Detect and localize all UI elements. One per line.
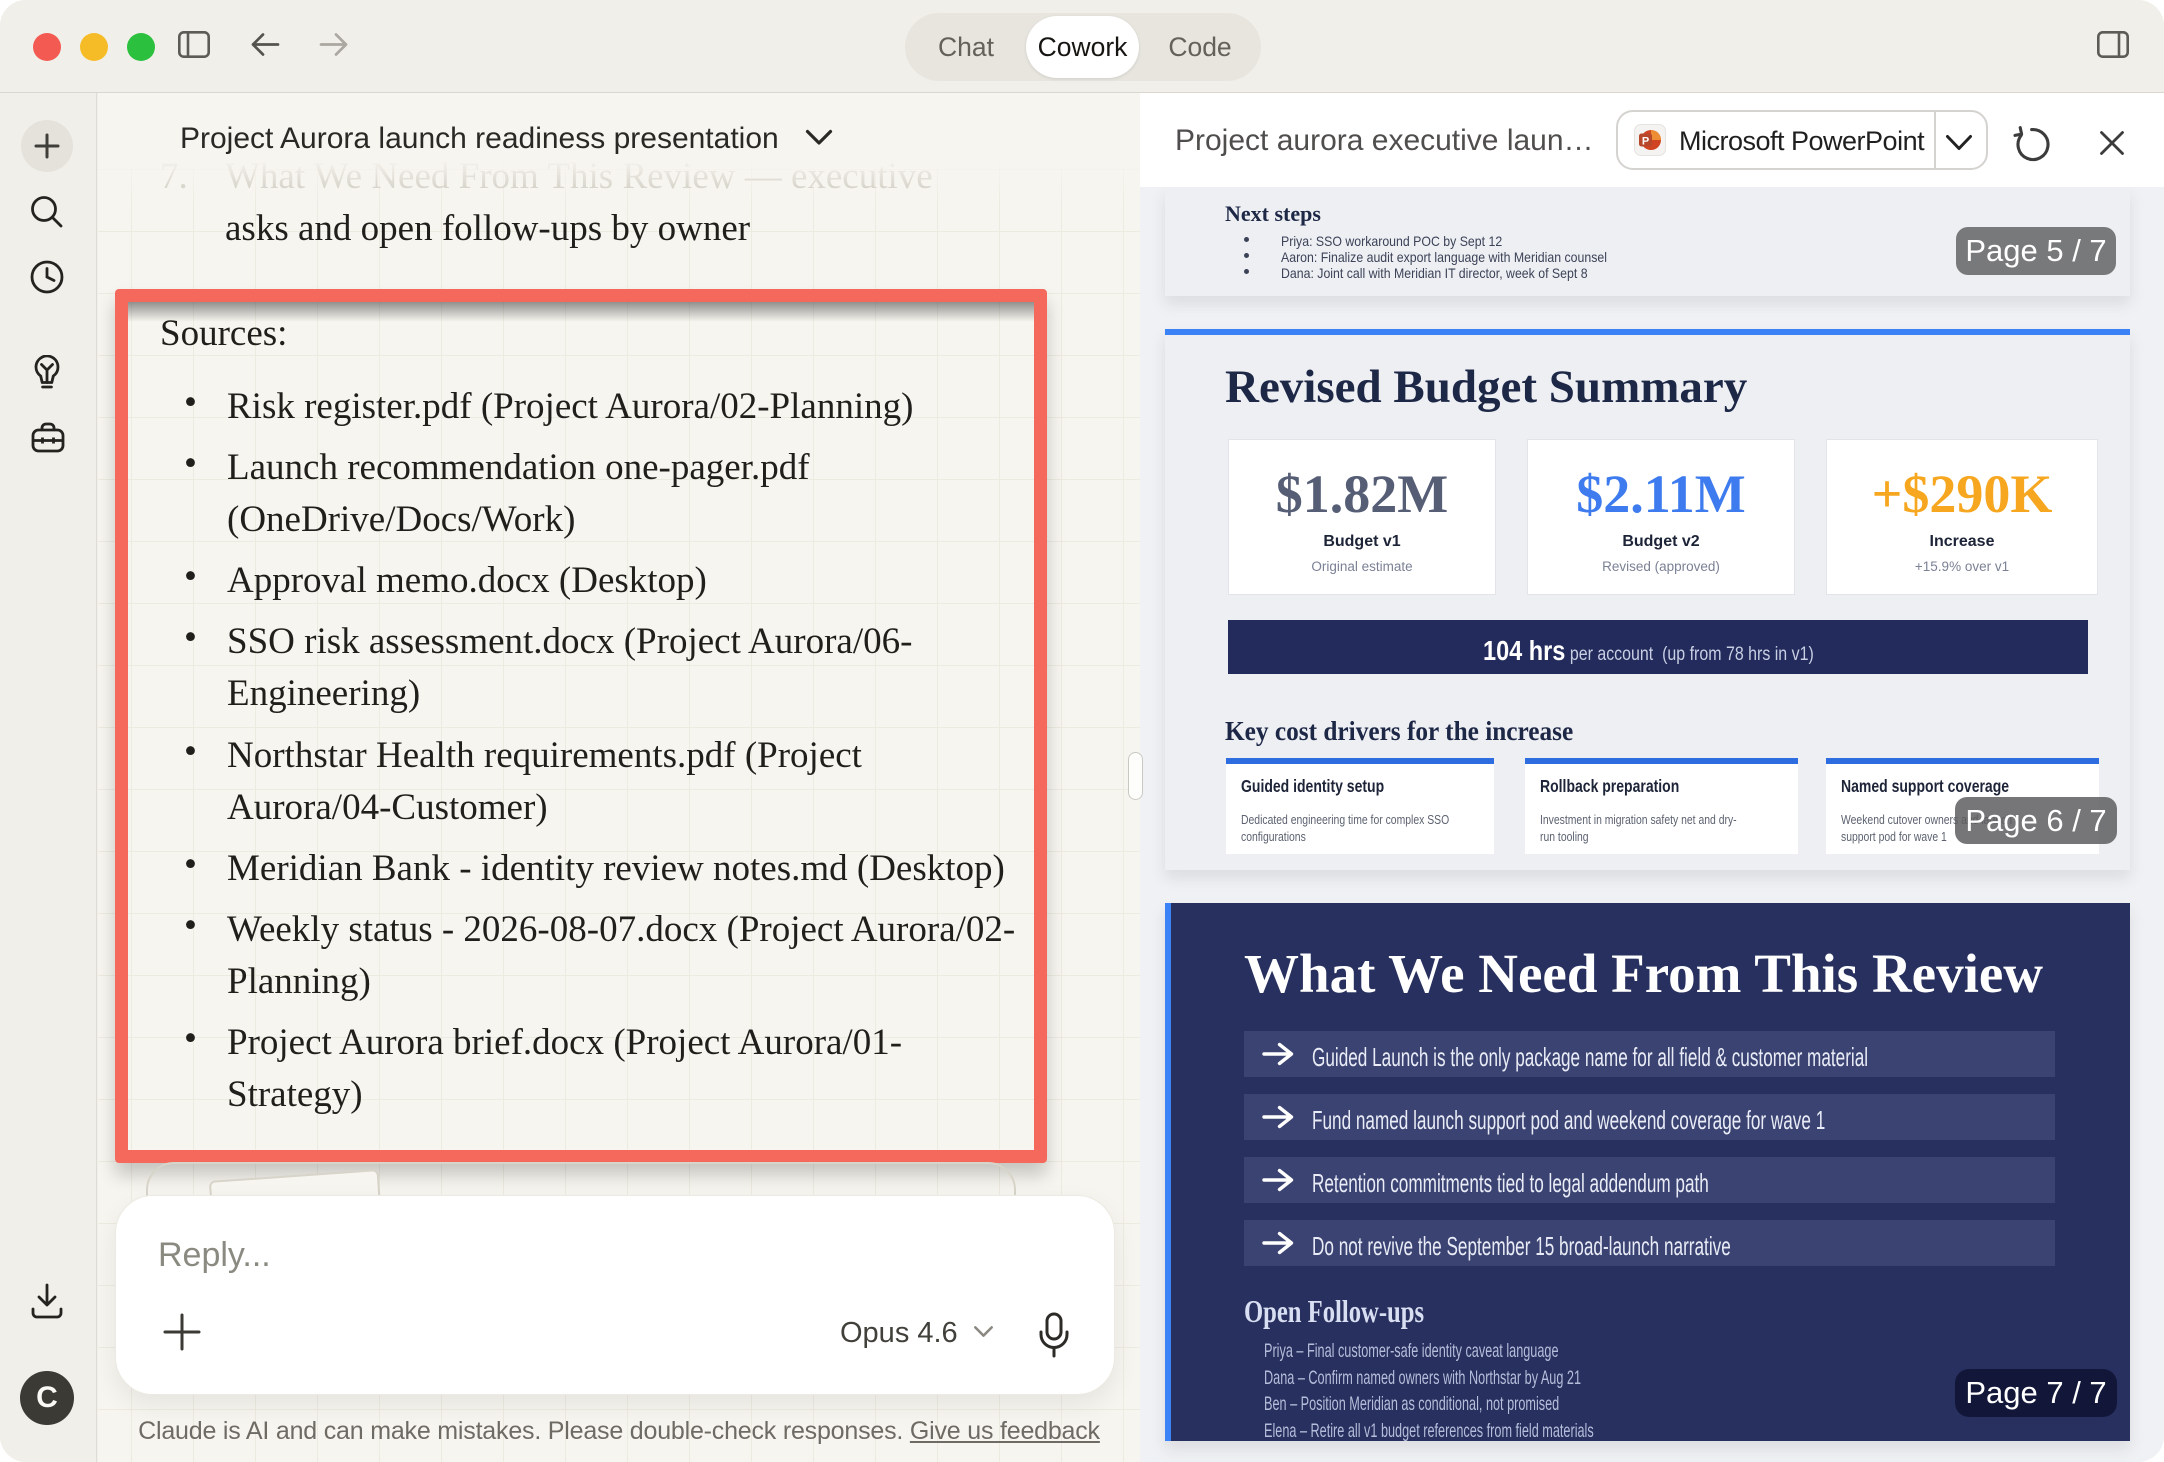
svg-text:P: P xyxy=(1642,135,1649,147)
